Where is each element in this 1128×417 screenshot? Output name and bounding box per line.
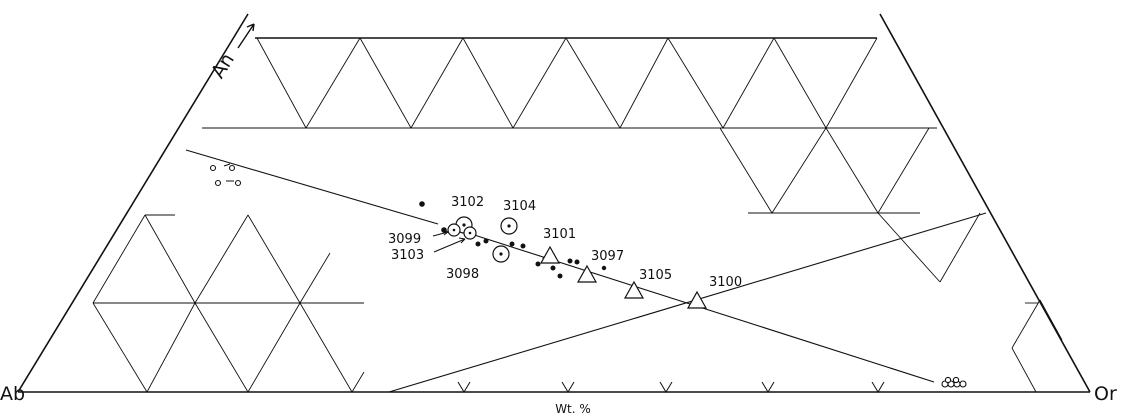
- corner-label-ab: Ab: [0, 383, 25, 405]
- filled-point: [567, 258, 573, 264]
- tie-line: [223, 163, 231, 167]
- sample-label-3099: 3099: [388, 232, 421, 247]
- filled-point: [574, 259, 580, 265]
- text-labels: Ab Or An Wt. % 3102 3104 3101 3099 3103 …: [0, 49, 1117, 416]
- open-circle-point: [944, 376, 952, 384]
- bullseye-dot: [499, 252, 503, 256]
- triangle-points: [539, 245, 708, 309]
- open-circle-pairs-left: [209, 164, 242, 187]
- corner-label-or: Or: [1094, 383, 1117, 405]
- filled-point: [483, 238, 489, 244]
- open-circle-point: [959, 380, 967, 388]
- triangle-3097: [576, 264, 598, 283]
- sample-label-3101: 3101: [543, 227, 576, 242]
- open-circle-point: [228, 164, 236, 172]
- bullseye-dot: [468, 231, 472, 235]
- sample-label-3100: 3100: [709, 275, 742, 290]
- alkali-feldspar-tie-line: [388, 212, 987, 393]
- filled-point: [557, 273, 563, 279]
- bullseye-dot: [462, 223, 466, 227]
- filled-point: [419, 201, 425, 207]
- bottom-ticks: [457, 381, 885, 393]
- diagonal-grid: [92, 37, 1063, 393]
- leader-arrows: [432, 229, 466, 253]
- axis-unit-label: Wt. %: [555, 402, 591, 416]
- sample-label-3104: 3104: [503, 199, 536, 214]
- sample-label-3098: 3098: [446, 267, 479, 282]
- filled-point: [475, 241, 481, 247]
- bullseye-centers: [452, 223, 511, 256]
- open-circle-point: [209, 164, 217, 172]
- corner-label-an: An: [207, 49, 239, 82]
- open-circle-point: [214, 179, 222, 187]
- filled-point: [520, 243, 526, 249]
- open-circle-group-right: [941, 376, 967, 388]
- sample-label-3103: 3103: [391, 248, 424, 263]
- an-arrow: [237, 23, 255, 49]
- tick-mark: [457, 381, 471, 393]
- filled-points: [419, 201, 607, 280]
- open-circle-point: [952, 376, 960, 384]
- tick-mark: [659, 381, 673, 393]
- bullseye-dot: [507, 224, 511, 228]
- filled-point: [535, 261, 541, 267]
- sample-label-3097: 3097: [591, 249, 624, 264]
- filled-point: [550, 265, 556, 271]
- filled-point: [601, 265, 607, 271]
- horizontal-grid: [93, 127, 1038, 304]
- open-circle-point: [234, 179, 242, 187]
- sample-label-3105: 3105: [639, 268, 672, 283]
- upper-lattice: [256, 37, 981, 283]
- tie-lines-left: [223, 163, 234, 182]
- tick-mark: [871, 381, 885, 393]
- bullseye-points: [447, 216, 518, 263]
- left-lattice: [92, 214, 365, 393]
- leader-3099: [432, 229, 449, 237]
- triangle-3101: [539, 245, 561, 264]
- tick-mark: [761, 381, 775, 393]
- sample-label-3102: 3102: [451, 195, 484, 210]
- filled-point: [509, 241, 515, 247]
- triangle-3105: [623, 280, 645, 299]
- right-lattice: [1011, 299, 1063, 393]
- diagram-outline: [17, 13, 1091, 393]
- plagioclase-trend-line: [185, 149, 439, 225]
- tick-mark: [561, 381, 575, 393]
- leader-3103: [433, 237, 466, 253]
- bullseye-dot: [452, 228, 456, 232]
- triangle-3100: [686, 290, 708, 309]
